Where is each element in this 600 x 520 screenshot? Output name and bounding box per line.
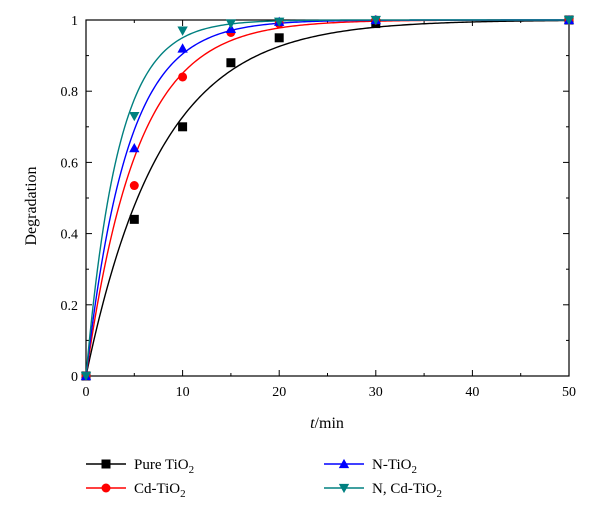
- data-point-ncd: [370, 15, 381, 26]
- data-point-pure: [129, 214, 139, 224]
- axis-ticks: 0 10 20 30 40 50 0 0.2 0.4 0.6 0.8 1: [61, 14, 577, 400]
- data-point-pure: [274, 33, 284, 43]
- y-tick-label: 1: [71, 14, 78, 29]
- fit-curve-ncd: [85, 19, 569, 377]
- y-tick-label: 0.4: [61, 228, 79, 243]
- x-axis-label-italic: t: [310, 415, 315, 432]
- plot-border: [85, 19, 570, 377]
- fit-curve-cd: [85, 19, 569, 377]
- data-point-ncd: [225, 19, 237, 29]
- legend-label-cd: Cd-TiO2: [134, 481, 186, 500]
- x-tick-label: 10: [176, 385, 190, 400]
- y-tick-label: 0.6: [61, 156, 79, 171]
- fit-curve-pure: [85, 19, 570, 377]
- legend: Pure TiO2 Cd-TiO2 N-TiO2 N, Cd-TiO2: [86, 457, 442, 500]
- legend-label-pure: Pure TiO2: [134, 457, 194, 476]
- legend-label-n: N-TiO2: [372, 457, 417, 476]
- legend-marker-pure: [101, 459, 111, 469]
- data-point-ncd: [177, 26, 188, 36]
- x-tick-label: 20: [272, 385, 286, 400]
- data-point-ncd: [80, 371, 92, 382]
- legend-marker-cd: [101, 483, 111, 493]
- y-tick-label: 0: [71, 370, 78, 385]
- x-axis-label: t/min: [310, 415, 344, 432]
- legend-marker-n: [338, 458, 350, 469]
- x-tick-label: 30: [369, 385, 383, 400]
- y-axis-label: Degradation: [23, 166, 40, 245]
- data-markers: [80, 14, 575, 382]
- fit-curves: [85, 19, 570, 377]
- legend-marker-ncd: [338, 483, 350, 494]
- x-tick-label: 50: [562, 385, 576, 400]
- data-point-cd: [129, 181, 139, 191]
- data-point-n: [129, 142, 140, 153]
- y-tick-label: 0.2: [61, 299, 79, 314]
- x-tick-label: 40: [465, 385, 479, 400]
- data-point-n: [177, 43, 188, 53]
- data-point-ncd: [274, 17, 285, 27]
- plot-frame: [85, 19, 570, 377]
- data-point-ncd: [129, 111, 140, 122]
- y-tick-label: 0.8: [61, 85, 79, 100]
- data-point-ncd: [563, 15, 575, 26]
- fit-curve-n: [85, 19, 569, 377]
- data-point-cd: [178, 72, 188, 82]
- x-axis-label-unit: /min: [315, 415, 344, 432]
- legend-label-ncd: N, Cd-TiO2: [372, 481, 442, 500]
- x-tick-label: 0: [83, 385, 90, 400]
- data-point-pure: [226, 58, 236, 68]
- data-point-pure: [178, 122, 188, 132]
